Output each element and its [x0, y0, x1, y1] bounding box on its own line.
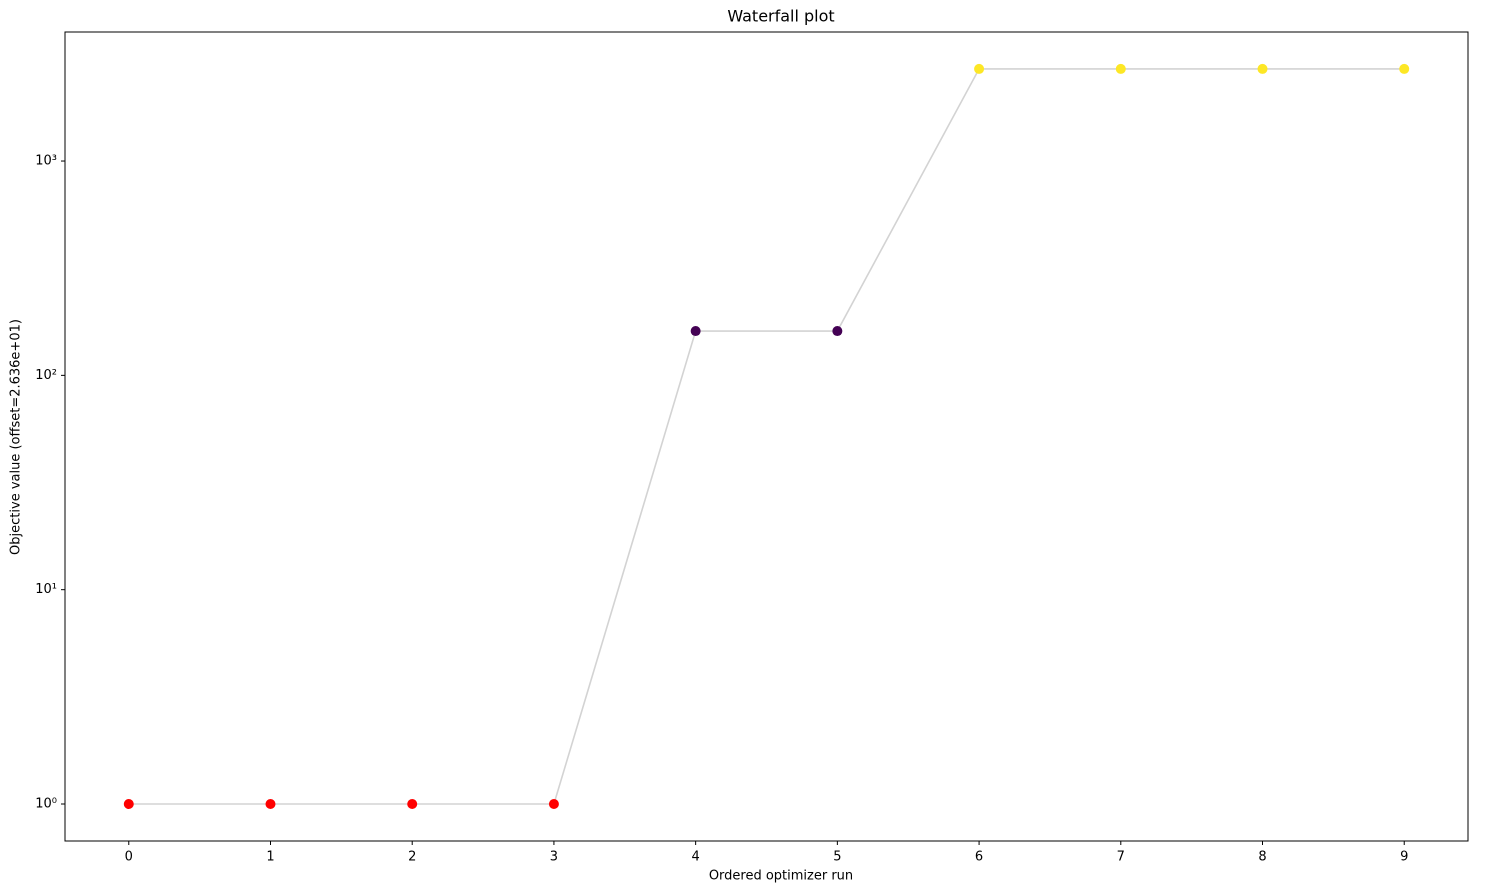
data-point: [123, 799, 134, 810]
x-tick-label: 3: [550, 850, 558, 865]
x-tick-label: 7: [1117, 850, 1125, 865]
x-tick-label: 8: [1258, 850, 1266, 865]
chart-title: Waterfall plot: [727, 7, 834, 26]
x-tick-label: 1: [266, 850, 274, 865]
data-point: [1115, 63, 1126, 74]
x-tick-label: 9: [1400, 850, 1408, 865]
plot-frame: [64, 31, 1469, 842]
x-tick-label: 2: [408, 850, 416, 865]
data-point: [265, 799, 276, 810]
x-axis-label: Ordered optimizer run: [709, 869, 853, 884]
data-point: [974, 63, 985, 74]
data-point: [690, 326, 701, 337]
x-tick-label: 0: [125, 850, 133, 865]
y-tick-label: 10⁰: [35, 797, 57, 812]
series-line: [128, 68, 1405, 805]
data-point: [1399, 63, 1410, 74]
x-tick-label: 4: [692, 850, 700, 865]
y-axis-label: Objective value (offset=2.636e+01): [9, 319, 24, 555]
data-point: [548, 799, 559, 810]
data-point: [1257, 63, 1268, 74]
y-tick-label: 10²: [35, 368, 57, 383]
data-point: [407, 799, 418, 810]
data-point: [832, 326, 843, 337]
x-tick-label: 6: [975, 850, 983, 865]
y-tick-label: 10³: [35, 154, 57, 169]
x-tick-label: 5: [833, 850, 841, 865]
y-tick-label: 10¹: [35, 582, 57, 597]
